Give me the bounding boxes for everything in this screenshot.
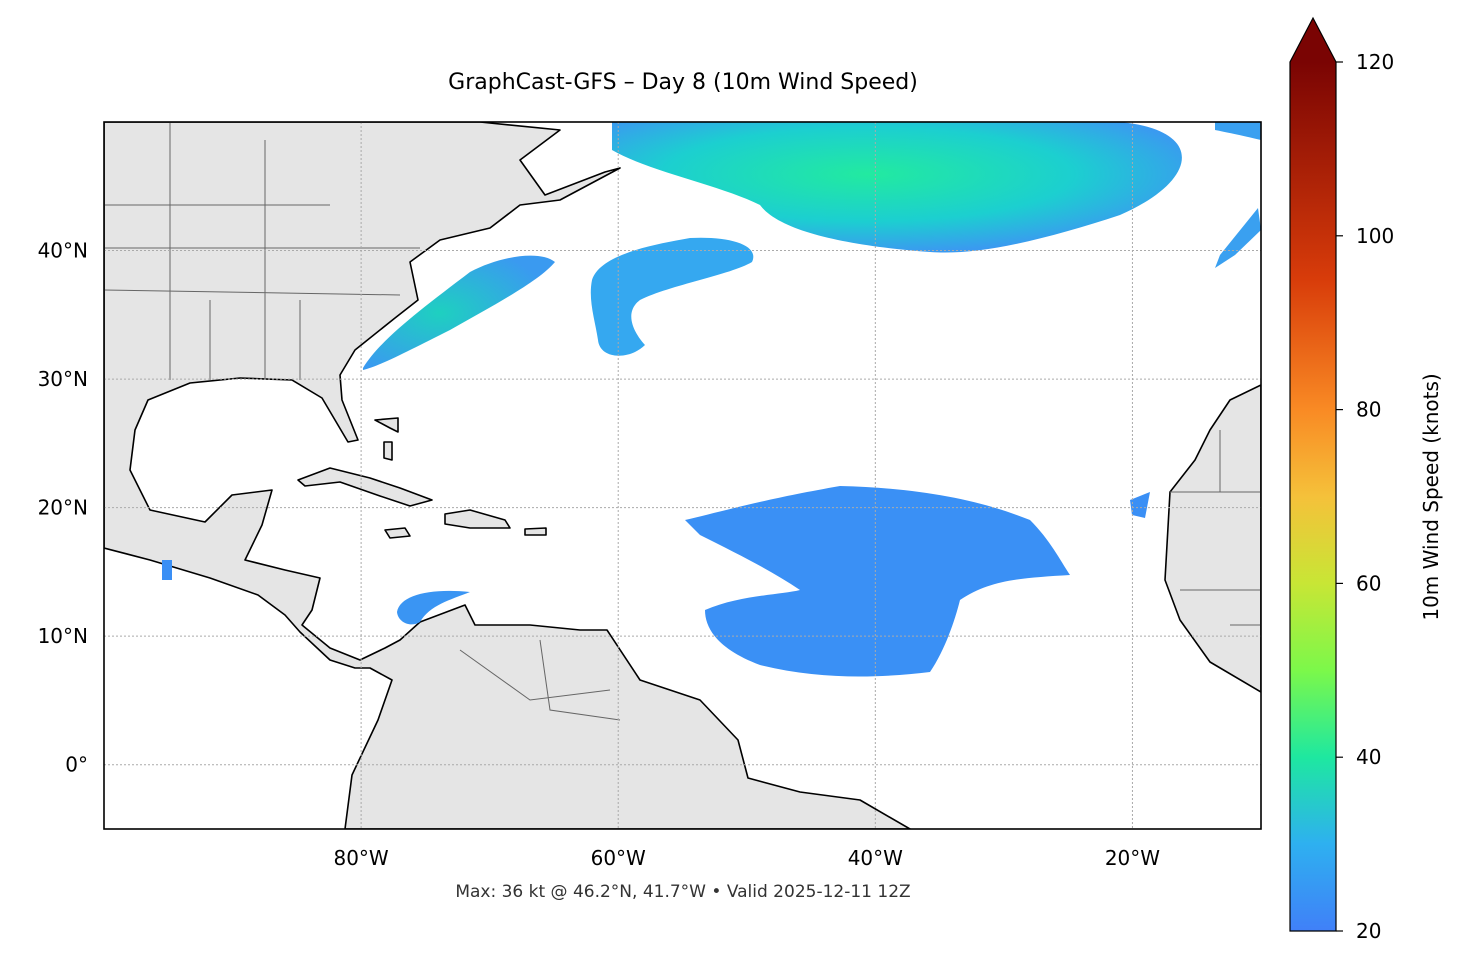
lat-tick-label: 40°N [38,239,88,263]
colorbar [1290,62,1336,931]
lat-tick-label: 30°N [38,367,88,391]
cuba [297,467,433,507]
map-area [104,122,1261,829]
lat-tick-label: 10°N [38,624,88,648]
colorbar-tick-label: 80 [1356,398,1381,422]
graticule [104,122,1261,829]
wind-tropical [685,486,1070,677]
map-title: GraphCast-GFS – Day 8 (10m Wind Speed) [448,70,918,95]
footer: Max: 36 kt @ 46.2°N, 41.7°W • Valid 2025… [455,882,910,902]
colorbar-tick-label: 20 [1356,919,1381,943]
bahamas [374,417,399,461]
lon-tick-label: 40°W [848,846,903,870]
map-frame [103,121,1262,830]
colorbar-extend [1290,18,1336,62]
jamaica [384,527,411,539]
wind-north [612,122,1182,253]
lon-tick-label: 80°W [333,846,388,870]
wind-coast [363,255,555,370]
colorbar-tick-label: 100 [1356,224,1394,248]
hispaniola [444,509,511,529]
lat-tick-label: 0° [65,753,88,777]
colorbar-outline [1289,16,1337,932]
lon-tick-label: 60°W [591,846,646,870]
wind-northeast [1215,122,1261,268]
lat-tick-label: 20°N [38,496,88,520]
puerto-rico [524,527,547,536]
colorbar-tick-label: 40 [1356,745,1381,769]
wind-mid [590,237,754,356]
americas [104,122,911,829]
colorbar-label: 10m Wind Speed (knots) [1419,373,1443,620]
wind-caribbean [397,590,470,625]
lon-tick-label: 20°W [1105,846,1160,870]
colorbar-tick-label: 60 [1356,571,1381,595]
africa [1164,384,1261,693]
colorbar-tick-label: 120 [1356,50,1394,74]
